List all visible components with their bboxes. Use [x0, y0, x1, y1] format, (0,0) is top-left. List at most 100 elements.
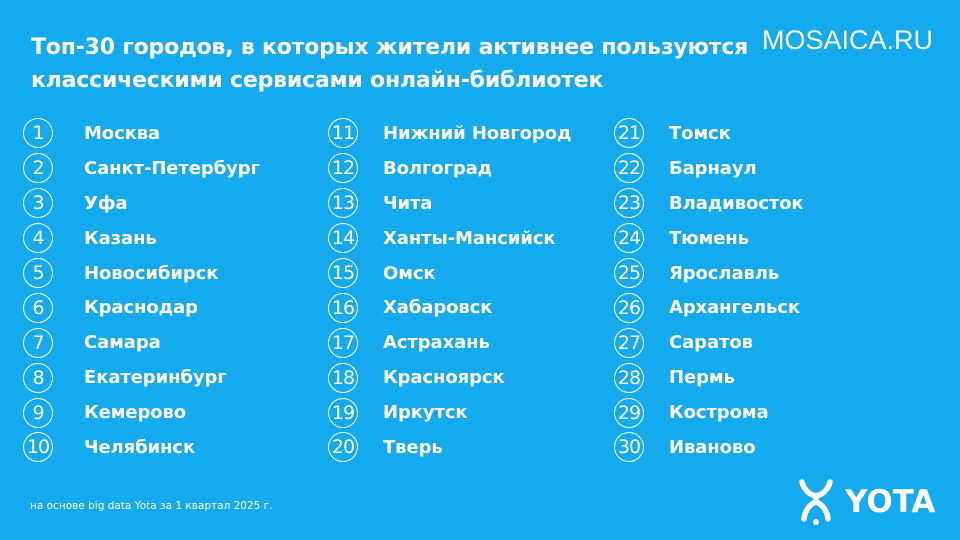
rank-number-badge: 16 [328, 292, 358, 323]
rank-number-badge: 10 [23, 432, 53, 463]
source-footnote: на основе big data Yota за 1 квартал 202… [30, 500, 273, 512]
city-name: Самара [84, 332, 161, 354]
city-name: Томск [669, 122, 731, 144]
rank-number-badge: 8 [23, 362, 53, 393]
ranking-row: 2 Санкт-Петербург [23, 151, 260, 186]
ranking-row: 30 Иваново [614, 430, 804, 465]
ranking-row: 20 Тверь [328, 430, 571, 465]
city-name: Нижний Новгород [383, 122, 572, 144]
ranking-row: 10 Челябинск [23, 430, 260, 465]
ranking-row: 8 Екатеринбург [23, 360, 260, 395]
ranking-row: 19 Иркутск [328, 395, 571, 430]
ranking-row: 25 Ярославль [614, 256, 804, 291]
ranking-row: 6 Краснодар [23, 290, 260, 325]
ranking-column-3: 21 Томск 22 Барнаул 23 Владивосток 24 Тюмень 25 Я… [614, 116, 804, 465]
yota-wordmark: YOTA [845, 484, 936, 520]
rank-number-badge: 26 [614, 292, 644, 323]
rank-number-badge: 4 [23, 223, 53, 254]
rank-number-badge: 19 [328, 397, 358, 428]
city-name: Кемерово [84, 402, 187, 424]
title-line-2: классическими сервисами онлайн-библиотек [31, 68, 604, 93]
city-name: Красноярск [383, 367, 505, 389]
ranking-row: 22 Барнаул [614, 151, 804, 186]
city-name: Новосибирск [84, 262, 219, 284]
city-name: Челябинск [84, 436, 196, 458]
city-name: Санкт-Петербург [84, 157, 260, 179]
rank-number-badge: 6 [23, 292, 53, 323]
rank-number-badge: 24 [614, 223, 644, 254]
ranking-row: 21 Томск [614, 116, 804, 151]
city-name: Архангельск [669, 297, 800, 319]
rank-number-badge: 13 [328, 188, 358, 219]
rank-number-badge: 7 [23, 327, 53, 358]
ranking-row: 17 Астрахань [328, 325, 571, 360]
city-name: Кострома [669, 402, 769, 424]
city-name: Пермь [669, 367, 735, 389]
city-name: Ярославль [669, 262, 780, 284]
rank-number-badge: 1 [23, 118, 53, 149]
city-name: Хабаровск [383, 297, 493, 319]
city-name: Казань [84, 227, 157, 249]
rank-number-badge: 23 [614, 188, 644, 219]
rank-number-badge: 25 [614, 258, 644, 288]
city-name: Уфа [84, 192, 128, 214]
ranking-row: 18 Красноярск [328, 360, 571, 395]
rank-number-badge: 5 [23, 258, 53, 288]
city-name: Барнаул [669, 157, 757, 179]
rank-number-badge: 21 [614, 118, 644, 149]
ranking-row: 13 Чита [328, 186, 571, 221]
city-name: Краснодар [84, 297, 198, 319]
city-name: Чита [383, 192, 433, 214]
rank-number-badge: 9 [23, 397, 53, 428]
rank-number-badge: 29 [614, 397, 644, 428]
city-name: Ханты-Мансийск [383, 227, 556, 249]
rank-number-badge: 12 [328, 153, 358, 184]
rank-number-badge: 14 [328, 223, 358, 254]
city-name: Омск [383, 262, 436, 284]
ranking-row: 1 Москва [23, 116, 260, 151]
ranking-row: 7 Самара [23, 325, 260, 360]
page-title: Топ-30 городов, в которых жители активне… [31, 31, 771, 97]
city-name: Волгоград [383, 157, 493, 179]
ranking-row: 4 Казань [23, 221, 260, 256]
city-name: Иваново [669, 436, 756, 458]
city-name: Саратов [669, 332, 753, 354]
ranking-row: 3 Уфа [23, 186, 260, 221]
ranking-row: 24 Тюмень [614, 221, 804, 256]
ranking-row: 5 Новосибирск [23, 256, 260, 291]
city-name: Владивосток [669, 192, 804, 214]
rank-number-badge: 15 [328, 258, 358, 288]
ranking-row: 11 Нижний Новгород [328, 116, 572, 151]
rank-number-badge: 27 [614, 327, 644, 358]
ranking-row: 15 Омск [328, 256, 571, 291]
ranking-column-1: 1 Москва 2 Санкт-Петербург 3 Уфа 4 Казань 5 Новос… [23, 116, 260, 465]
rank-number-badge: 17 [328, 327, 358, 358]
ranking-row: 12 Волгоград [328, 151, 571, 186]
ranking-row: 23 Владивосток [614, 186, 804, 221]
rank-number-badge: 11 [328, 118, 358, 149]
ranking-row: 26 Архангельск [614, 290, 804, 325]
rank-number-badge: 28 [614, 362, 644, 393]
city-name: Екатеринбург [84, 367, 227, 389]
rank-number-badge: 22 [614, 153, 644, 184]
ranking-row: 9 Кемерово [23, 395, 260, 430]
city-name: Иркутск [383, 402, 468, 424]
city-name: Астрахань [383, 332, 490, 354]
rank-number-badge: 3 [23, 188, 53, 219]
rank-number-badge: 20 [328, 432, 358, 463]
yota-logo: YOTA [796, 476, 942, 528]
rank-number-badge: 2 [23, 153, 53, 184]
rank-number-badge: 18 [328, 362, 358, 393]
watermark: MOSAICA.RU [762, 25, 934, 55]
ranking-row: 29 Кострома [614, 395, 804, 430]
title-line-1: Топ-30 городов, в которых жители активне… [31, 35, 749, 60]
city-name: Москва [84, 122, 161, 144]
city-name: Тверь [383, 436, 443, 458]
ranking-row: 14 Ханты-Мансийск [328, 221, 571, 256]
rank-number-badge: 30 [614, 432, 644, 463]
yota-logo-icon [799, 479, 833, 525]
ranking-row: 28 Пермь [614, 360, 804, 395]
ranking-column-2: 11 Нижний Новгород 12 Волгоград 13 Чита 14 Хант… [328, 116, 572, 465]
ranking-row: 27 Саратов [614, 325, 804, 360]
city-name: Тюмень [669, 227, 749, 249]
